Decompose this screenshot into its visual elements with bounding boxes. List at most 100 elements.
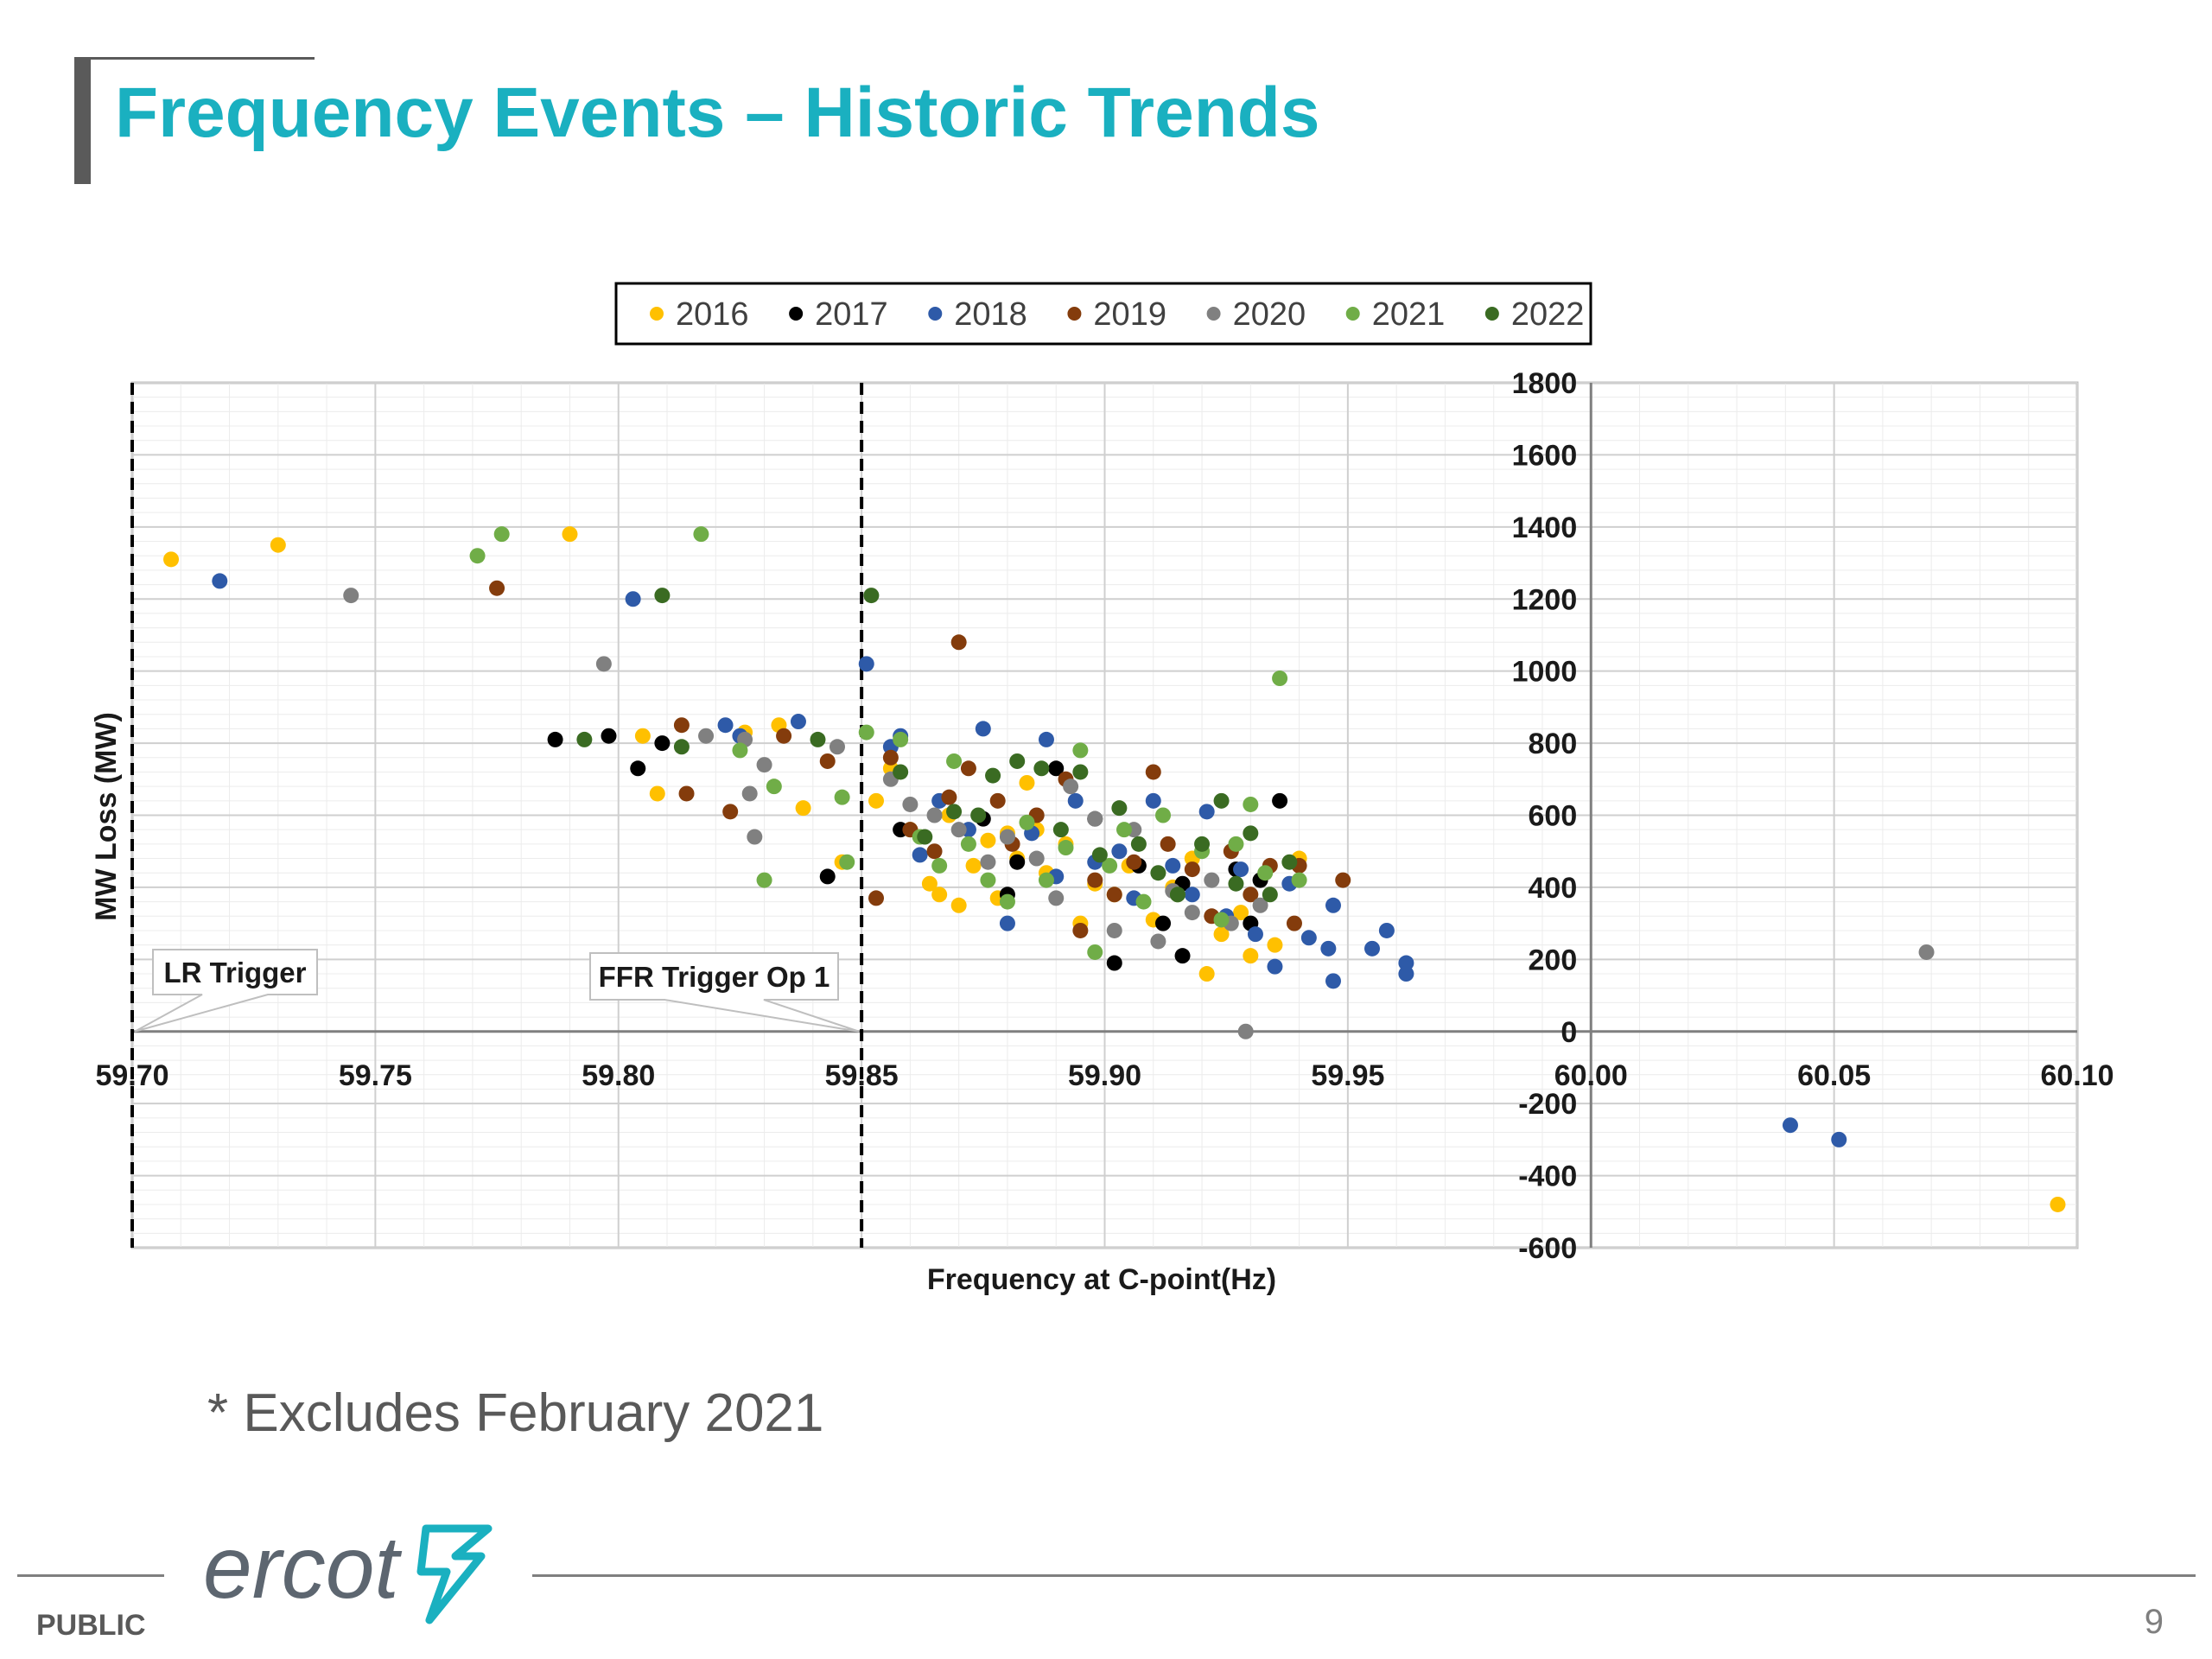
data-point-2016 [634, 728, 651, 744]
data-point-2020 [1184, 905, 1200, 921]
legend-label-2022: 2022 [1511, 296, 1585, 333]
data-point-2016 [795, 800, 811, 817]
data-point-2016 [950, 897, 967, 913]
data-point-2016 [931, 887, 948, 903]
data-point-2017 [547, 731, 563, 747]
data-point-2021 [469, 548, 486, 564]
title-accent-bar [74, 57, 91, 184]
data-point-2020 [1087, 810, 1103, 827]
data-point-2020 [980, 854, 996, 870]
data-point-2021 [858, 724, 874, 741]
x-tick-label: 59.95 [1311, 1059, 1384, 1092]
data-point-2016 [1243, 948, 1259, 964]
legend-label-2016: 2016 [676, 296, 749, 333]
data-point-2022 [1091, 847, 1108, 863]
data-point-2019 [1286, 915, 1302, 931]
data-point-2020 [741, 785, 758, 802]
data-point-2018 [1198, 804, 1215, 820]
data-point-2021 [1116, 822, 1133, 838]
data-point-2022 [1130, 836, 1147, 852]
data-point-2016 [649, 785, 665, 802]
data-point-2018 [1165, 857, 1181, 874]
data-point-2020 [1237, 1023, 1254, 1039]
data-point-2017 [1009, 854, 1026, 870]
data-point-2021 [960, 836, 976, 852]
data-point-2019 [926, 843, 943, 860]
data-point-2021 [839, 854, 855, 870]
title-accent-rule [74, 57, 315, 60]
data-point-2019 [1335, 872, 1351, 888]
y-axis-title: MW Loss (MW) [90, 712, 123, 921]
data-point-2017 [1106, 955, 1122, 971]
data-point-2019 [1184, 861, 1200, 878]
legend-marker-2022 [1484, 307, 1499, 321]
y-tick-label: 1000 [1512, 656, 1578, 689]
data-point-2018 [858, 656, 874, 672]
data-point-2018 [1325, 897, 1341, 913]
data-point-2021 [1272, 671, 1288, 687]
data-point-2019 [1106, 887, 1122, 903]
data-point-2018 [790, 714, 806, 730]
data-point-2020 [1106, 922, 1122, 938]
legend-marker-2016 [650, 307, 664, 321]
ffr-trigger-label: FFR Trigger Op 1 [599, 961, 830, 993]
data-point-2022 [654, 588, 671, 604]
data-point-2021 [1291, 872, 1307, 888]
data-point-2019 [960, 760, 976, 777]
y-tick-label: 1200 [1512, 583, 1578, 616]
data-point-2018 [1145, 792, 1161, 809]
data-point-2020 [950, 822, 967, 838]
data-point-2020 [747, 829, 763, 845]
data-point-2021 [1038, 872, 1054, 888]
data-point-2019 [1126, 854, 1142, 870]
data-point-2018 [1267, 958, 1283, 975]
y-tick-label: -600 [1518, 1232, 1577, 1265]
ffr-trigger-callout [589, 952, 860, 1033]
data-point-2019 [1160, 836, 1176, 852]
data-point-2020 [698, 728, 715, 744]
data-point-2020 [926, 807, 943, 823]
data-point-2018 [1184, 887, 1200, 903]
x-axis-title: Frequency at C-point(Hz) [927, 1263, 1276, 1296]
legend-label-2018: 2018 [954, 296, 1027, 333]
data-point-2018 [1300, 930, 1317, 946]
data-point-2021 [693, 526, 709, 543]
x-tick-label: 60.05 [1797, 1059, 1871, 1092]
data-point-2020 [343, 588, 359, 604]
data-point-2016 [270, 537, 286, 553]
ercot-logo: ercot [203, 1518, 493, 1624]
data-point-2018 [1782, 1117, 1798, 1134]
legend-marker-2018 [928, 307, 943, 321]
data-point-2019 [882, 749, 899, 766]
data-point-2016 [2050, 1196, 2066, 1212]
data-point-2019 [1145, 764, 1161, 780]
data-point-2022 [1150, 865, 1166, 881]
data-point-2019 [1087, 872, 1103, 888]
data-point-2016 [163, 551, 180, 568]
data-point-2022 [863, 588, 880, 604]
y-tick-label: 200 [1529, 944, 1578, 976]
footer-divider-right [532, 1574, 2196, 1577]
legend-label-2021: 2021 [1372, 296, 1446, 333]
y-tick-label: 600 [1529, 800, 1578, 833]
lr-trigger-label: LR Trigger [163, 957, 306, 988]
x-tick-label: 59.90 [1068, 1059, 1141, 1092]
data-point-2022 [576, 731, 593, 747]
page-title: Frequency Events – Historic Trends [115, 73, 1320, 152]
data-point-2018 [1364, 940, 1381, 957]
data-point-2019 [673, 717, 690, 734]
data-point-2021 [1257, 865, 1274, 881]
data-point-2022 [1243, 825, 1259, 842]
y-tick-label: 0 [1560, 1016, 1577, 1049]
data-point-2019 [489, 580, 505, 596]
data-point-2019 [678, 785, 695, 802]
data-point-2021 [766, 779, 782, 795]
y-tick-label: 400 [1529, 872, 1578, 905]
data-point-2017 [1272, 792, 1288, 809]
data-point-2020 [1150, 933, 1166, 950]
x-tick-label: 60.10 [2040, 1059, 2113, 1092]
data-point-2018 [1067, 792, 1084, 809]
legend-label-2019: 2019 [1093, 296, 1166, 333]
data-point-2020 [1048, 890, 1065, 906]
data-point-2016 [1198, 966, 1215, 982]
